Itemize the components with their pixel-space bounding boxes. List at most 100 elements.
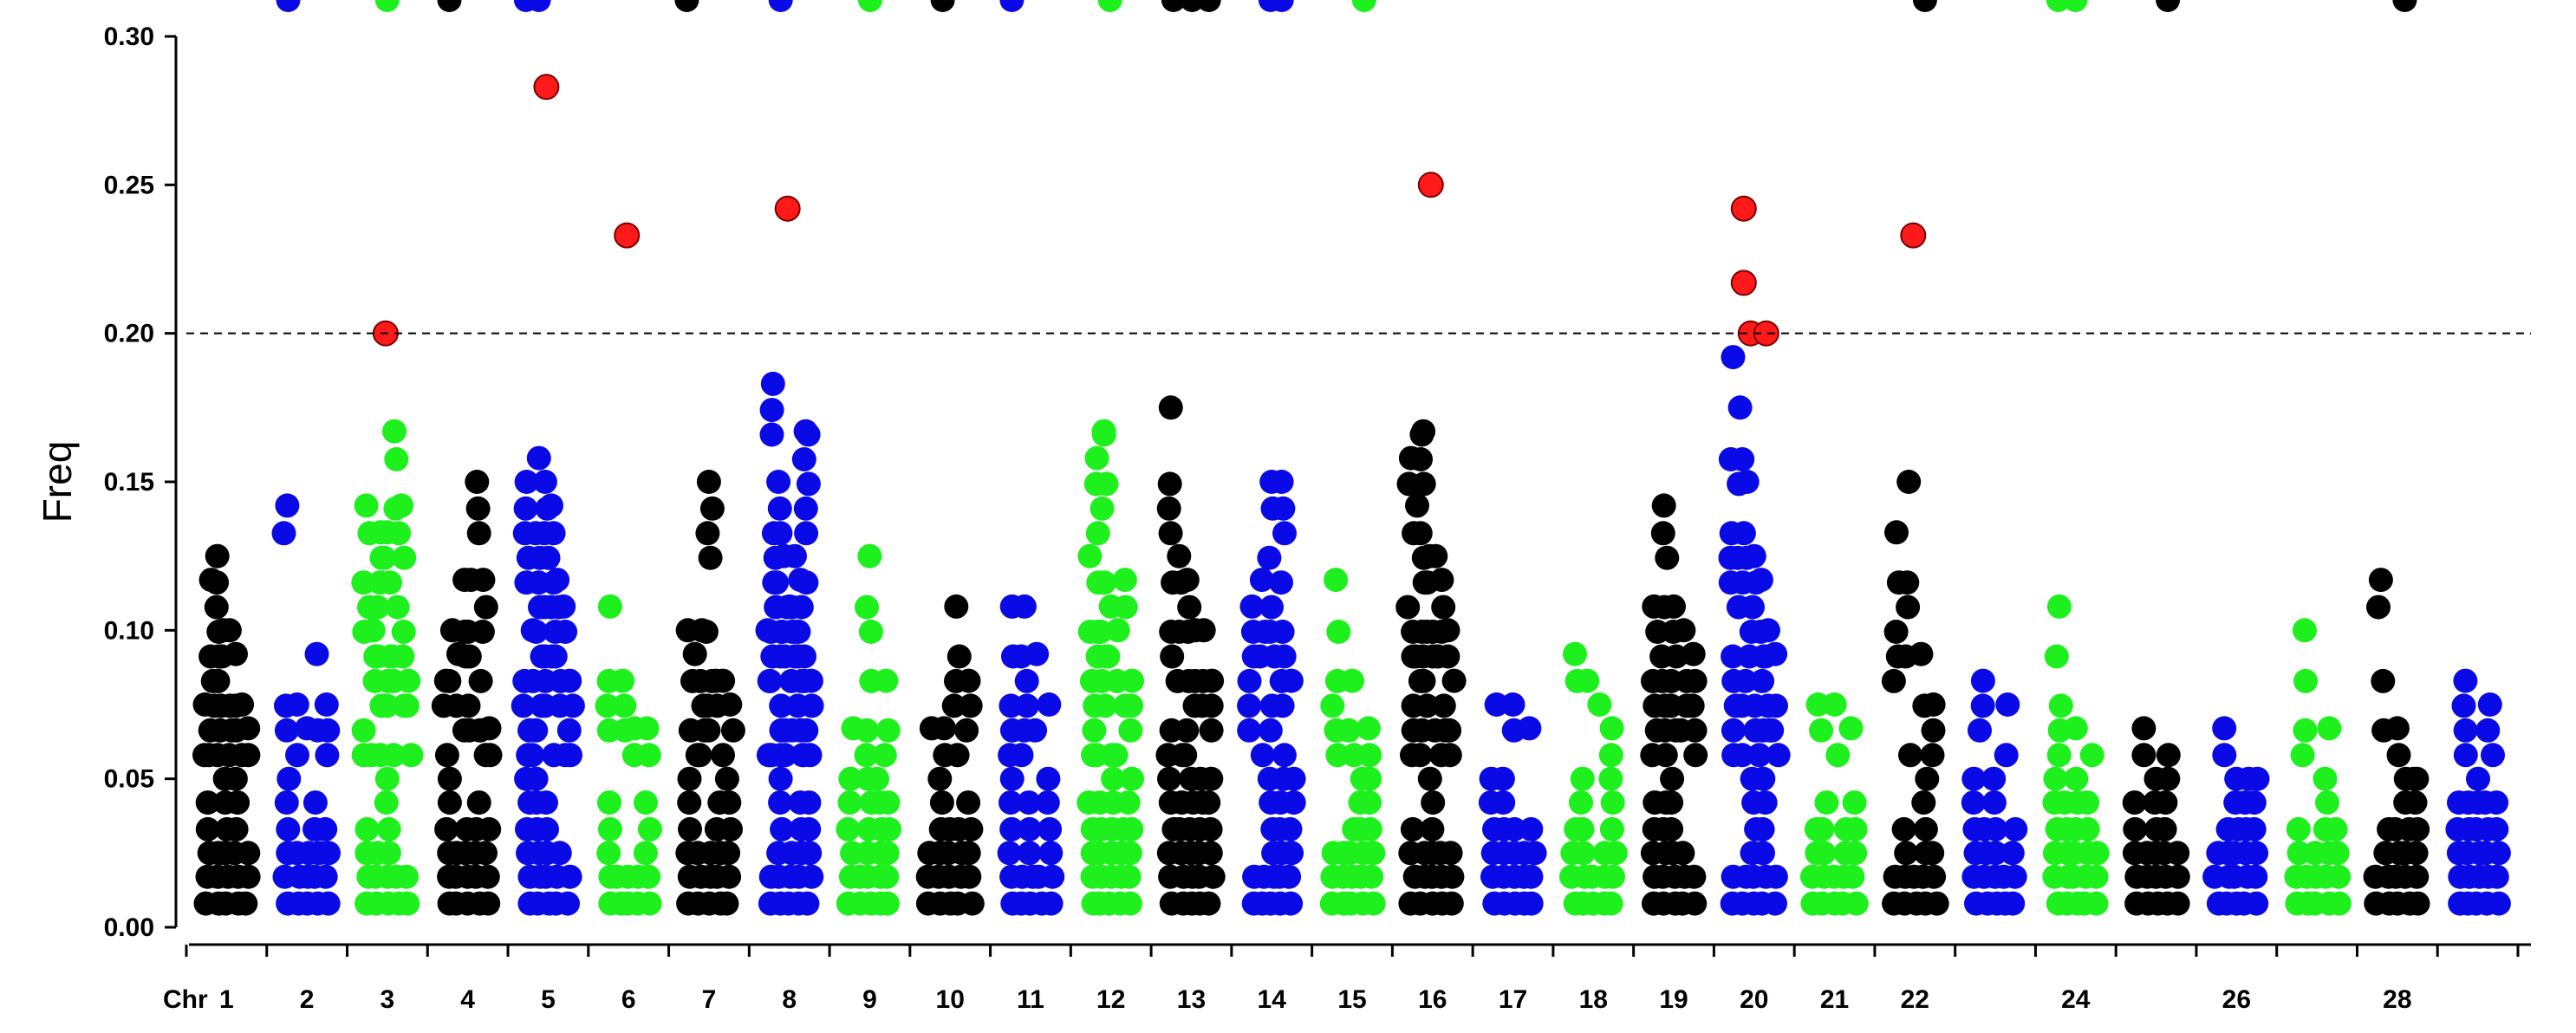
data-point (2241, 816, 2267, 841)
data-point (1269, 0, 1294, 12)
data-point (1671, 618, 1696, 643)
data-point (1120, 668, 1144, 693)
data-point (1017, 816, 1042, 841)
data-point (1842, 790, 1867, 815)
data-point (1601, 864, 1625, 889)
data-point (759, 398, 784, 423)
data-point (1734, 470, 1760, 494)
data-point (2293, 718, 2318, 743)
data-point (2244, 841, 2269, 866)
data-point (1838, 716, 1864, 741)
data-point (836, 816, 861, 841)
data-point (794, 521, 819, 546)
data-point (315, 743, 340, 768)
data-point (390, 644, 415, 669)
data-point (1417, 766, 1442, 791)
data-point (391, 620, 416, 644)
data-point (535, 816, 559, 841)
data-point (1683, 743, 1708, 768)
x-tick-label: 11 (1017, 985, 1044, 1014)
data-point (1921, 718, 1946, 743)
data-point (536, 545, 561, 570)
data-point (699, 496, 725, 521)
data-point (351, 570, 376, 595)
data-point (557, 864, 582, 889)
data-point (1912, 0, 1937, 12)
data-point (2165, 841, 2190, 866)
data-point (285, 743, 309, 768)
data-point (1994, 743, 2019, 768)
data-point (677, 766, 702, 791)
data-point (1660, 766, 1685, 791)
data-point (1113, 594, 1138, 620)
data-point (769, 693, 794, 718)
data-point (1405, 493, 1429, 518)
data-point (2075, 790, 2100, 815)
data-point (636, 864, 661, 889)
data-point (1278, 668, 1304, 693)
data-point (547, 841, 572, 866)
significant-point (614, 222, 641, 249)
data-point (1278, 891, 1304, 916)
data-point (1198, 841, 1223, 866)
x-tick-label: 24 (2061, 985, 2091, 1014)
data-point (1911, 790, 1936, 815)
data-point (717, 864, 742, 889)
data-point (597, 594, 622, 619)
data-point (1439, 891, 1464, 916)
data-point (539, 493, 563, 518)
data-point (2371, 668, 2396, 693)
data-point (1200, 864, 1226, 889)
data-point (223, 766, 248, 791)
data-point (2404, 864, 2430, 889)
data-point (767, 496, 792, 521)
data-point (1756, 618, 1780, 643)
data-point (687, 743, 712, 768)
data-point (233, 891, 258, 916)
data-point (1077, 543, 1103, 568)
data-point (1270, 693, 1295, 718)
data-point (945, 743, 970, 768)
data-point (1281, 790, 1306, 815)
y-tick-label: 0.25 (104, 171, 154, 199)
data-point (473, 841, 498, 866)
data-point (857, 0, 882, 12)
data-point (1092, 693, 1117, 718)
data-point (799, 864, 824, 889)
data-point (1437, 718, 1462, 743)
data-point (541, 521, 566, 546)
data-point (532, 470, 557, 494)
data-point (1173, 743, 1198, 768)
data-point (1753, 790, 1778, 815)
data-point (768, 0, 793, 12)
data-point (236, 864, 261, 889)
data-point (999, 790, 1023, 815)
data-point (674, 0, 699, 12)
data-point (1750, 668, 1775, 693)
data-point (205, 543, 230, 568)
data-point (2063, 0, 2088, 12)
data-point (797, 816, 822, 841)
data-point (636, 743, 661, 768)
x-tick-label: 20 (1740, 985, 1768, 1014)
data-point (1682, 891, 1708, 916)
data-point (316, 841, 341, 866)
data-point (875, 841, 900, 866)
data-point (1272, 644, 1297, 669)
data-point (236, 716, 261, 741)
data-point (1682, 864, 1707, 889)
data-point (957, 864, 982, 889)
data-point (477, 716, 502, 741)
data-point (783, 543, 807, 568)
data-point (714, 891, 739, 916)
data-point (1395, 594, 1421, 620)
data-point (354, 493, 379, 518)
data-point (526, 445, 551, 471)
data-point (396, 668, 421, 693)
data-point (1017, 841, 1042, 866)
data-point (1082, 718, 1107, 743)
data-point (374, 766, 400, 791)
data-point (2484, 864, 2509, 889)
data-point (195, 790, 220, 815)
